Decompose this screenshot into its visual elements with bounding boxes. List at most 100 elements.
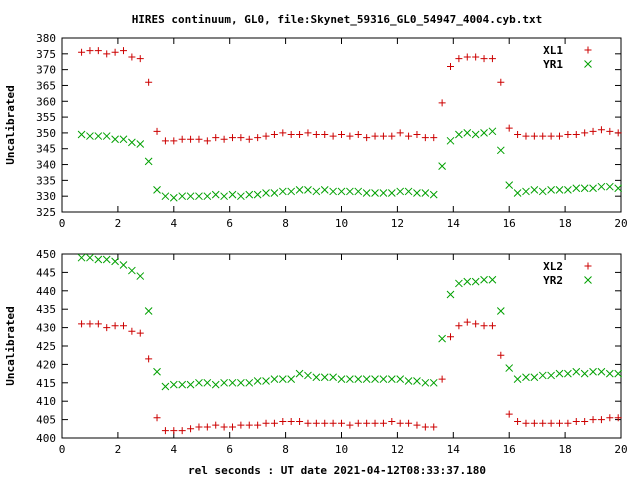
data-point	[581, 129, 589, 137]
data-point	[86, 253, 94, 262]
data-point	[614, 369, 623, 378]
data-point	[153, 186, 161, 194]
data-point	[94, 255, 103, 264]
data-point	[145, 78, 153, 86]
data-point	[396, 187, 405, 196]
data-point	[580, 369, 589, 378]
data-point	[212, 421, 220, 429]
data-point	[169, 193, 178, 202]
x-tick-label: 10	[335, 443, 348, 456]
data-point	[362, 375, 371, 383]
data-point	[270, 419, 278, 427]
data-point	[111, 322, 119, 330]
data-point	[354, 419, 362, 427]
data-point	[421, 189, 430, 197]
data-point	[312, 419, 320, 427]
data-point	[86, 47, 94, 55]
data-point	[187, 425, 195, 433]
legend-marker-YR2	[584, 276, 592, 284]
data-point	[371, 189, 379, 197]
data-point	[278, 187, 287, 196]
data-point	[539, 419, 547, 427]
data-point	[547, 419, 555, 427]
legend-marker-XL1	[584, 46, 592, 54]
x-tick-label: 4	[170, 443, 177, 456]
x-tick-label: 14	[447, 217, 461, 230]
data-point	[371, 419, 379, 427]
data-point	[253, 190, 262, 199]
data-point	[77, 253, 86, 262]
data-point	[262, 132, 270, 140]
data-point	[295, 369, 304, 378]
data-point	[245, 421, 253, 429]
data-point	[463, 129, 472, 137]
data-point	[329, 419, 337, 427]
data-point	[589, 367, 597, 376]
data-point	[287, 130, 295, 138]
data-point	[505, 364, 514, 372]
data-point	[505, 181, 514, 189]
data-point	[220, 423, 228, 431]
chart-title: HIRES continuum, GL0, file:Skynet_59316_…	[132, 13, 543, 26]
data-point	[556, 419, 564, 427]
data-point	[262, 377, 270, 385]
data-point	[421, 134, 429, 142]
data-point	[429, 378, 438, 387]
data-point	[111, 48, 119, 56]
data-point	[522, 187, 530, 196]
data-point	[606, 127, 614, 135]
y-tick-label: 330	[36, 190, 56, 203]
plot-frame	[61, 37, 622, 213]
data-point	[446, 290, 455, 299]
data-point	[245, 378, 254, 387]
x-tick-label: 18	[558, 217, 571, 230]
y-tick-label: 425	[36, 340, 56, 353]
x-tick-label: 0	[59, 217, 66, 230]
data-point	[438, 99, 446, 107]
data-point	[220, 192, 228, 201]
data-point	[363, 134, 371, 142]
data-point	[396, 129, 404, 137]
data-point	[195, 423, 203, 431]
data-point	[128, 138, 136, 147]
data-point	[547, 132, 555, 140]
data-point	[388, 132, 396, 140]
data-point	[203, 192, 212, 201]
data-point	[329, 187, 337, 196]
data-point	[438, 375, 446, 383]
data-point	[421, 423, 429, 431]
data-point	[447, 333, 455, 341]
data-point	[538, 371, 547, 380]
data-point	[270, 130, 278, 138]
data-point	[405, 132, 413, 140]
y-tick-label: 450	[36, 248, 56, 261]
data-point	[245, 190, 254, 199]
data-point	[102, 255, 111, 264]
legend-label-YR1: YR1	[543, 58, 563, 71]
x-tick-label: 8	[282, 217, 289, 230]
data-point	[446, 136, 455, 145]
legend-label-XL1: XL1	[543, 44, 563, 57]
data-point	[220, 135, 228, 143]
data-point	[480, 55, 488, 63]
data-point	[304, 419, 312, 427]
data-point	[337, 187, 346, 196]
data-point	[296, 417, 304, 425]
y-tick-label: 350	[36, 127, 56, 140]
x-tick-label: 16	[503, 217, 516, 230]
data-point	[514, 417, 522, 425]
data-point	[279, 417, 287, 425]
data-point	[605, 369, 614, 378]
data-point	[597, 126, 605, 134]
data-point	[438, 334, 446, 343]
y-tick-label: 400	[36, 432, 56, 445]
data-point	[530, 186, 539, 194]
data-point	[488, 275, 497, 284]
data-point	[136, 329, 144, 337]
data-point	[463, 277, 472, 286]
data-point	[86, 320, 94, 328]
data-point	[312, 373, 321, 382]
data-point	[128, 53, 136, 61]
legend-marker-YR1	[584, 60, 592, 68]
data-point	[589, 127, 597, 135]
